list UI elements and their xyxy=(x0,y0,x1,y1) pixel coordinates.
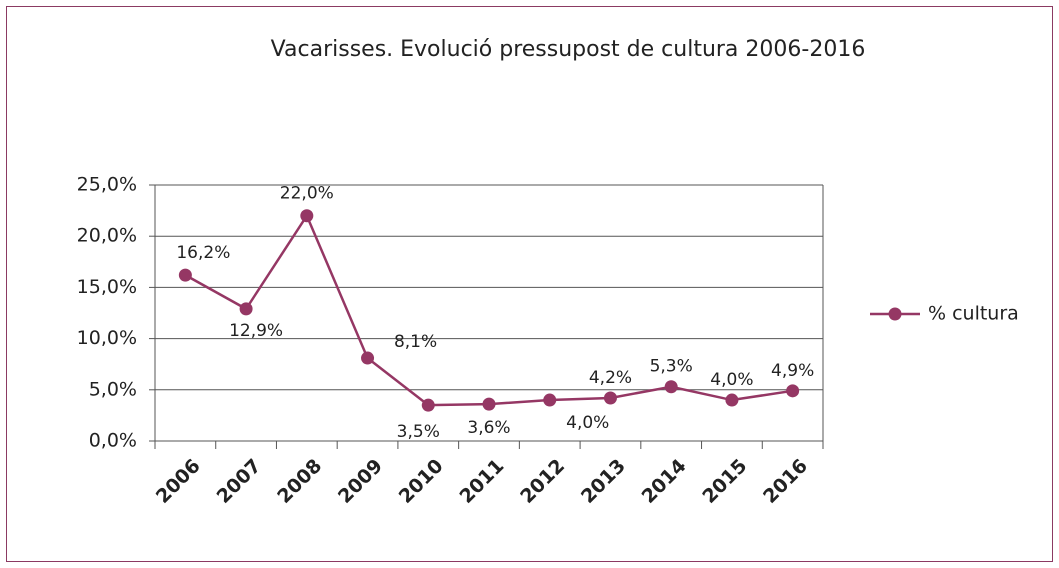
y-tick-label: 10,0% xyxy=(77,327,137,349)
y-tick-label: 5,0% xyxy=(89,378,137,400)
data-label: 22,0% xyxy=(280,184,334,204)
data-label: 4,9% xyxy=(771,361,814,381)
legend-marker xyxy=(888,307,902,321)
y-tick-label: 15,0% xyxy=(77,276,137,298)
data-point xyxy=(725,393,739,407)
data-point xyxy=(664,380,678,394)
data-point xyxy=(543,393,557,407)
data-label: 4,0% xyxy=(566,413,609,433)
data-label: 8,1% xyxy=(394,332,437,352)
data-label: 3,6% xyxy=(467,418,510,438)
data-point xyxy=(603,391,617,405)
y-tick-label: 20,0% xyxy=(77,225,137,247)
data-point xyxy=(482,397,496,411)
data-label: 3,5% xyxy=(397,422,440,442)
data-label: 4,2% xyxy=(589,368,632,388)
chart-frame xyxy=(6,6,1053,562)
data-label: 12,9% xyxy=(229,321,283,341)
data-point xyxy=(786,384,800,398)
data-point xyxy=(178,268,192,282)
data-point xyxy=(421,398,435,412)
y-tick-label: 25,0% xyxy=(77,174,137,196)
data-point xyxy=(361,351,375,365)
chart-title: Vacarisses. Evolució pressupost de cultu… xyxy=(271,37,866,62)
data-label: 16,2% xyxy=(176,243,230,263)
data-point xyxy=(300,209,314,223)
legend-label: % cultura xyxy=(928,303,1019,325)
data-label: 4,0% xyxy=(710,370,753,390)
data-label: 5,3% xyxy=(650,357,693,377)
y-tick-label: 0,0% xyxy=(89,430,137,452)
data-point xyxy=(239,302,253,316)
